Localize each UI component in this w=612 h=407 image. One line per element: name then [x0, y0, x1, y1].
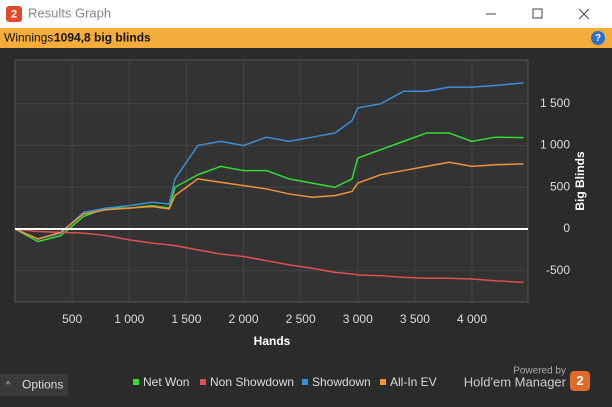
x-tick-label: 3 500	[400, 312, 430, 326]
options-button[interactable]	[0, 374, 68, 396]
maximize-button[interactable]	[532, 8, 543, 19]
options-label: Options	[22, 378, 63, 392]
x-tick-label: 4 000	[457, 312, 487, 326]
legend-label[interactable]: Net Won	[143, 375, 189, 389]
winnings-banner	[0, 28, 612, 48]
x-axis-title: Hands	[254, 334, 291, 348]
options-caret: ^	[6, 379, 11, 389]
series-line	[14, 161, 524, 240]
y-axis-title: Big Blinds	[573, 151, 587, 211]
brand-name: Hold'em Manager	[464, 374, 567, 389]
y-tick-label: 1 500	[540, 96, 570, 110]
x-tick-label: 2 500	[286, 312, 316, 326]
series-line	[14, 228, 524, 284]
x-tick-label: 3 000	[343, 312, 373, 326]
y-tick-label: 0	[563, 221, 570, 235]
legend-label[interactable]: Showdown	[312, 375, 371, 389]
x-tick-label: 1 500	[171, 312, 201, 326]
x-tick-label: 2 000	[228, 312, 258, 326]
help-button[interactable]	[591, 31, 605, 45]
chart: -500 0 500 1 000 1 500 500 1 000 1 500 2 000 2 50…	[14, 60, 570, 326]
window-title: Results Graph	[28, 5, 111, 20]
legend: Net Won Non Showdown Showdown All-In EV	[133, 375, 437, 389]
powered-by: Powered by	[513, 366, 566, 377]
plot-area	[14, 59, 529, 303]
winnings-value: 1094,8 big blinds	[54, 31, 151, 45]
y-tick-label: -500	[546, 263, 570, 277]
legend-label[interactable]: All-In EV	[390, 375, 437, 389]
x-tick-label: 500	[62, 312, 82, 326]
help-icon: ?	[595, 33, 601, 44]
series-line	[14, 82, 524, 240]
legend-swatch[interactable]	[133, 379, 139, 385]
y-tick-label: 1 000	[540, 138, 570, 152]
brand-icon	[570, 371, 590, 391]
app-icon-text: 2	[11, 8, 17, 20]
app-icon	[6, 6, 22, 22]
legend-swatch[interactable]	[380, 379, 386, 385]
winnings-label: Winnings:	[4, 31, 57, 45]
legend-swatch[interactable]	[200, 379, 206, 385]
close-button[interactable]	[578, 8, 590, 20]
x-tick-label: 1 000	[114, 312, 144, 326]
y-tick-label: 500	[550, 179, 570, 193]
legend-swatch[interactable]	[302, 379, 308, 385]
brand-icon-text: 2	[576, 373, 583, 388]
title-bar	[0, 0, 612, 28]
legend-label[interactable]: Non Showdown	[210, 375, 294, 389]
